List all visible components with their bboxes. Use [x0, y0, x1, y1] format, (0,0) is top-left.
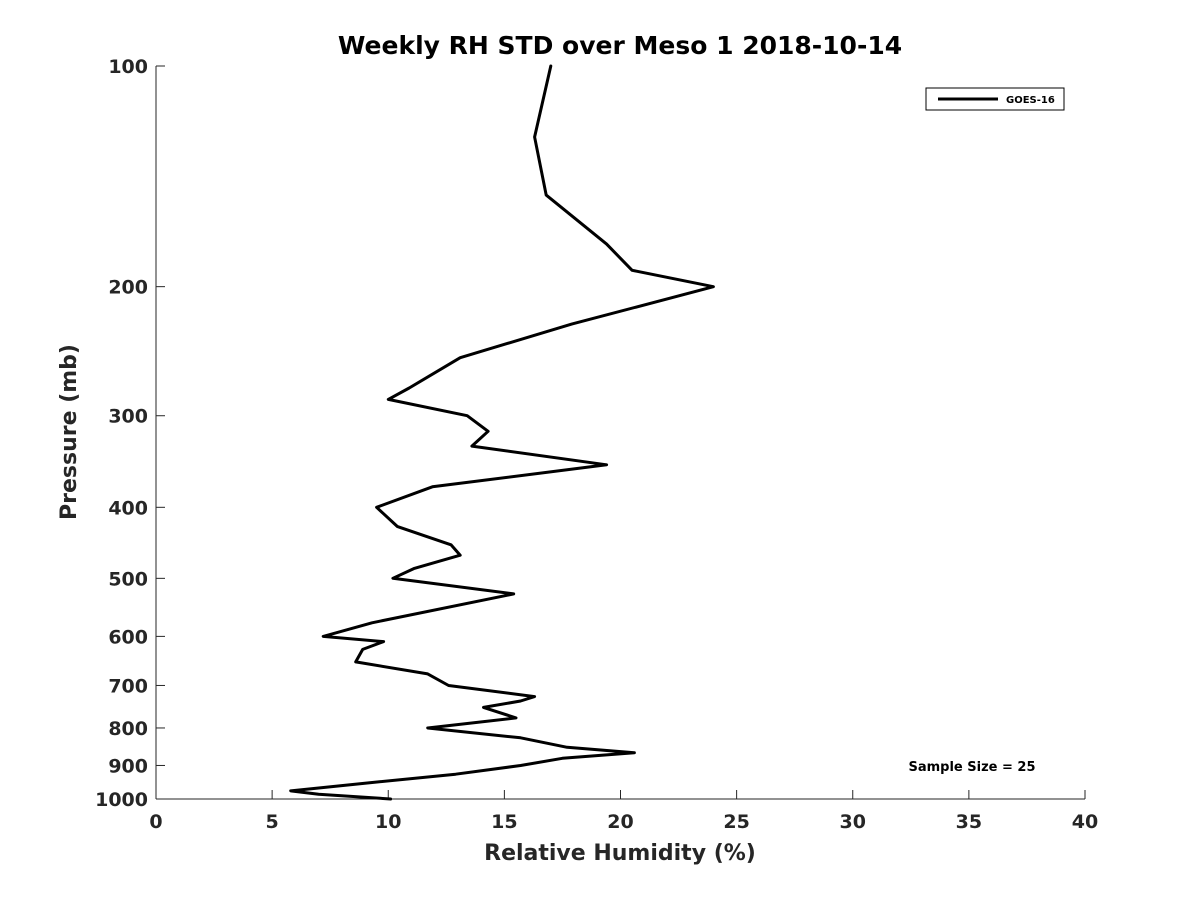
x-tick-label: 0 [149, 811, 162, 833]
y-tick-label: 1000 [95, 789, 148, 811]
y-tick-label: 600 [108, 626, 148, 648]
y-tick-label: 700 [108, 675, 148, 697]
legend-label-goes-16: GOES-16 [1006, 95, 1055, 106]
x-tick-label: 5 [266, 811, 279, 833]
axes: 0 5 10 15 20 25 30 35 40 100 200 300 400 500 600 700 800… [95, 56, 1098, 833]
x-axis-label: Relative Humidity (%) [484, 841, 756, 866]
x-tick-label: 35 [956, 811, 982, 833]
series-group [289, 64, 715, 801]
series-line-goes-16 [289, 64, 715, 801]
x-tick-label: 10 [375, 811, 401, 833]
y-tick-label: 100 [108, 56, 148, 78]
x-tick-label: 20 [607, 811, 633, 833]
y-tick-label: 900 [108, 755, 148, 777]
y-axis-label: Pressure (mb) [57, 344, 82, 520]
x-tick-label: 40 [1072, 811, 1098, 833]
x-tick-label: 25 [723, 811, 749, 833]
chart-title: Weekly RH STD over Meso 1 2018-10-14 [338, 31, 902, 60]
x-tick-label: 30 [840, 811, 866, 833]
sample-size-annotation: Sample Size = 25 [908, 760, 1035, 775]
legend: GOES-16 [925, 87, 1065, 111]
y-tick-label: 300 [108, 406, 148, 428]
y-tick-label: 500 [108, 568, 148, 590]
y-tick-label: 400 [108, 497, 148, 519]
x-tick-label: 15 [491, 811, 517, 833]
y-tick-label: 800 [108, 718, 148, 740]
y-tick-label: 200 [108, 277, 148, 299]
